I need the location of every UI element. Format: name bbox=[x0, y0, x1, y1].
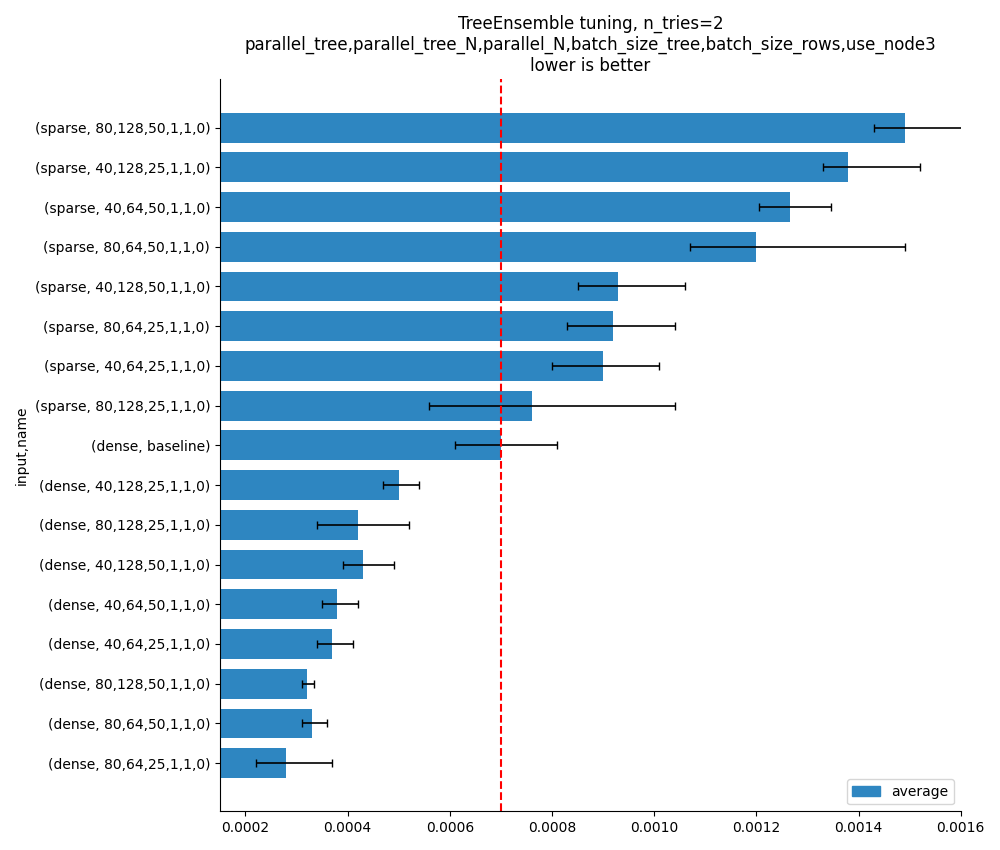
Bar bbox=[143, 430, 501, 460]
Bar bbox=[143, 391, 532, 421]
Legend: average: average bbox=[847, 779, 954, 804]
Bar bbox=[143, 589, 337, 619]
Bar bbox=[143, 272, 618, 302]
Bar bbox=[143, 709, 312, 739]
Bar bbox=[143, 669, 307, 699]
Bar bbox=[143, 152, 848, 182]
Bar bbox=[143, 232, 756, 262]
Bar bbox=[143, 748, 286, 778]
Bar bbox=[143, 470, 399, 500]
Y-axis label: input,name: input,name bbox=[15, 405, 29, 485]
Bar bbox=[143, 113, 905, 143]
Bar bbox=[143, 311, 613, 341]
Bar bbox=[143, 550, 363, 580]
Bar bbox=[143, 629, 332, 659]
Title: TreeEnsemble tuning, n_tries=2
parallel_tree,parallel_tree_N,parallel_N,batch_si: TreeEnsemble tuning, n_tries=2 parallel_… bbox=[244, 15, 936, 75]
Bar bbox=[143, 192, 790, 222]
Bar bbox=[143, 510, 358, 540]
Bar bbox=[143, 351, 603, 381]
